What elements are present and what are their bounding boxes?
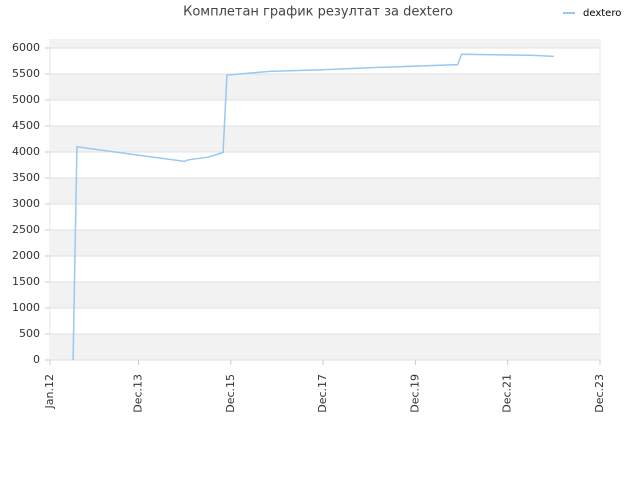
data-line [72, 53, 554, 361]
legend-label: dextero [583, 8, 621, 19]
y-tick-label: 5500 [12, 67, 40, 80]
grid-band [50, 334, 600, 360]
y-tick-label: 1500 [12, 275, 40, 288]
y-tick-label: 2000 [12, 249, 40, 262]
y-tick-label: 1000 [12, 301, 40, 314]
y-tick-label: 4000 [12, 145, 40, 158]
x-tick-label: Dec.21 [501, 374, 514, 413]
x-tick-label: Dec.15 [224, 374, 237, 413]
grid-band [50, 126, 600, 152]
y-tick-label: 0 [33, 353, 40, 366]
x-tick-label: Dec.17 [316, 374, 329, 413]
grid-band [50, 40, 600, 48]
y-tick-label: 2500 [12, 223, 40, 236]
chart-title: Комплетан график резултат за dextero [183, 5, 453, 20]
y-tick-label: 4500 [12, 119, 40, 132]
grid-band [50, 178, 600, 204]
y-tick-label: 500 [19, 327, 40, 340]
y-tick-label: 6000 [12, 41, 40, 54]
y-tick-label: 3000 [12, 197, 40, 210]
y-tick-label: 3500 [12, 171, 40, 184]
x-tick-label: Dec.23 [593, 374, 606, 413]
y-tick-label: 5000 [12, 93, 40, 106]
grid-band [50, 74, 600, 100]
grid-band [50, 282, 600, 308]
x-tick-label: Dec.13 [131, 374, 144, 413]
grid-band [50, 230, 600, 256]
x-tick-label: Dec.19 [408, 374, 421, 413]
x-tick-label: Jan.12 [43, 374, 56, 409]
